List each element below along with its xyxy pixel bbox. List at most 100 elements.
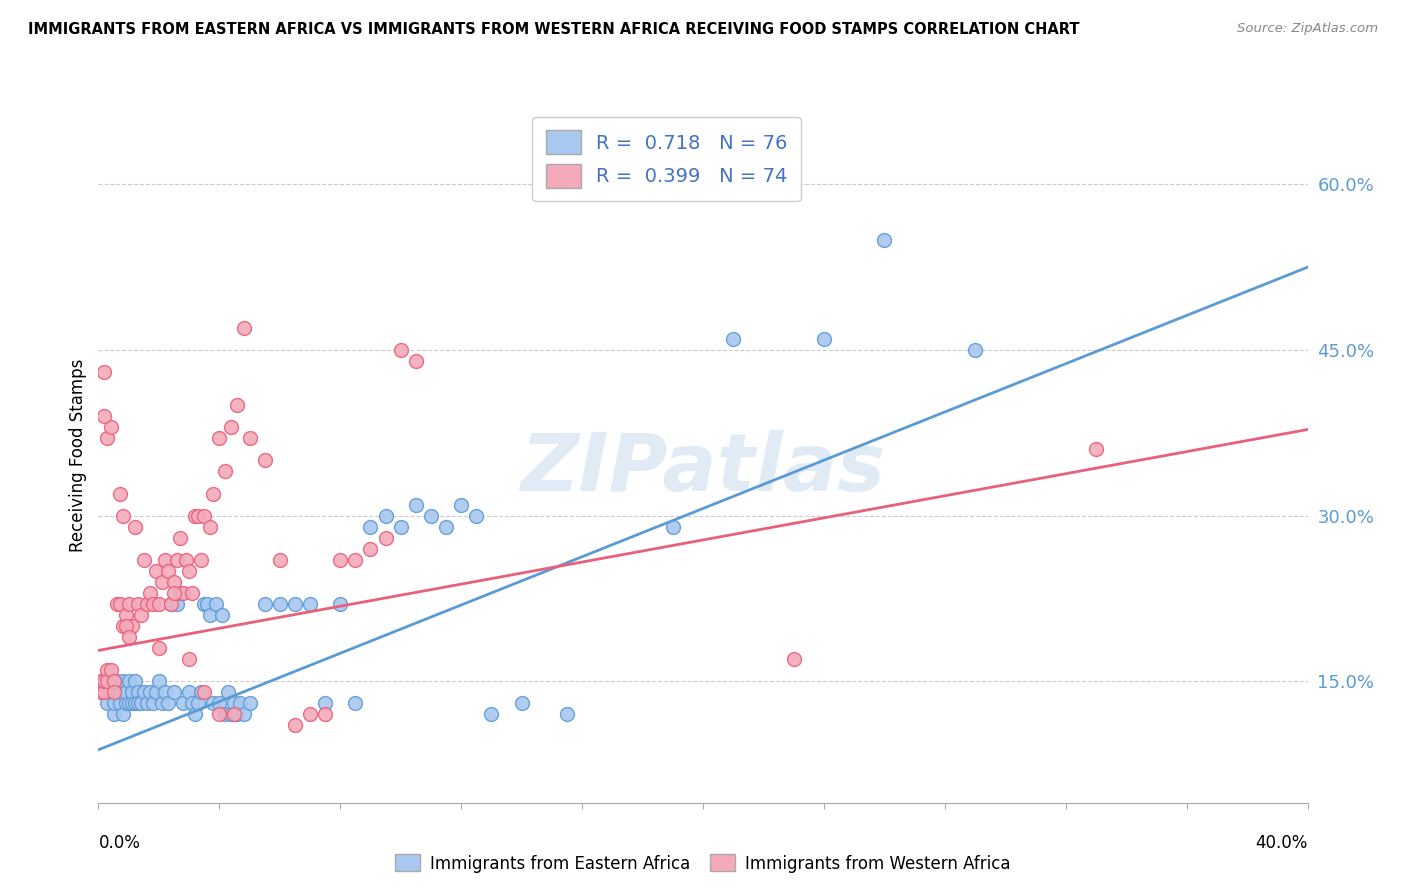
Point: [465, 508, 488, 523]
Point: [202, 697, 225, 711]
Point: [177, 685, 201, 699]
Point: [108, 685, 131, 699]
Point: [965, 343, 987, 357]
Point: [190, 553, 212, 567]
Point: [100, 685, 122, 699]
Point: [118, 630, 141, 644]
Point: [166, 553, 188, 567]
Point: [118, 597, 141, 611]
Legend: R =  0.718   N = 76, R =  0.399   N = 74: R = 0.718 N = 76, R = 0.399 N = 74: [531, 117, 801, 202]
Point: [103, 697, 125, 711]
Point: [873, 233, 896, 247]
Point: [114, 619, 136, 633]
Point: [239, 431, 262, 445]
Point: [111, 707, 134, 722]
Point: [139, 586, 162, 600]
Point: [93, 685, 115, 699]
Point: [195, 597, 218, 611]
Point: [434, 519, 457, 533]
Point: [181, 697, 204, 711]
Point: [224, 697, 246, 711]
Point: [481, 707, 503, 722]
Point: [124, 697, 146, 711]
Point: [156, 564, 179, 578]
Point: [139, 685, 162, 699]
Point: [127, 697, 149, 711]
Point: [90, 674, 112, 689]
Point: [114, 685, 136, 699]
Point: [314, 707, 336, 722]
Point: [172, 586, 194, 600]
Point: [177, 652, 201, 666]
Point: [360, 541, 382, 556]
Text: ZIPatlas: ZIPatlas: [520, 430, 886, 508]
Point: [813, 332, 835, 346]
Point: [208, 431, 231, 445]
Point: [202, 486, 225, 500]
Point: [374, 508, 396, 523]
Point: [721, 332, 744, 346]
Point: [114, 608, 136, 623]
Point: [214, 707, 236, 722]
Point: [121, 685, 143, 699]
Point: [160, 597, 183, 611]
Point: [169, 586, 191, 600]
Point: [389, 519, 412, 533]
Point: [299, 707, 322, 722]
Point: [177, 564, 201, 578]
Point: [142, 697, 165, 711]
Point: [160, 597, 183, 611]
Point: [121, 697, 143, 711]
Point: [135, 697, 157, 711]
Point: [153, 553, 176, 567]
Point: [184, 508, 207, 523]
Point: [96, 431, 118, 445]
Point: [108, 597, 131, 611]
Point: [187, 697, 209, 711]
Point: [419, 508, 441, 523]
Point: [124, 519, 146, 533]
Y-axis label: Receiving Food Stamps: Receiving Food Stamps: [69, 359, 87, 551]
Point: [145, 685, 167, 699]
Point: [190, 685, 212, 699]
Point: [100, 663, 122, 677]
Point: [163, 574, 186, 589]
Point: [187, 508, 209, 523]
Point: [148, 597, 170, 611]
Point: [114, 697, 136, 711]
Point: [93, 409, 115, 424]
Point: [108, 486, 131, 500]
Point: [111, 619, 134, 633]
Point: [450, 498, 472, 512]
Point: [193, 508, 215, 523]
Point: [108, 697, 131, 711]
Point: [405, 354, 427, 368]
Point: [163, 685, 186, 699]
Point: [193, 597, 215, 611]
Point: [96, 697, 118, 711]
Point: [208, 707, 231, 722]
Point: [205, 597, 228, 611]
Point: [226, 398, 249, 412]
Point: [118, 697, 141, 711]
Point: [184, 707, 207, 722]
Point: [314, 697, 336, 711]
Point: [129, 608, 152, 623]
Point: [90, 685, 112, 699]
Point: [217, 685, 239, 699]
Point: [103, 685, 125, 699]
Point: [153, 685, 176, 699]
Point: [221, 707, 243, 722]
Point: [105, 597, 128, 611]
Point: [118, 674, 141, 689]
Point: [269, 553, 291, 567]
Point: [163, 586, 186, 600]
Point: [200, 519, 222, 533]
Point: [166, 597, 188, 611]
Point: [93, 674, 115, 689]
Point: [253, 453, 276, 467]
Point: [96, 674, 118, 689]
Point: [148, 674, 170, 689]
Text: 40.0%: 40.0%: [1256, 834, 1308, 852]
Text: 0.0%: 0.0%: [98, 834, 141, 852]
